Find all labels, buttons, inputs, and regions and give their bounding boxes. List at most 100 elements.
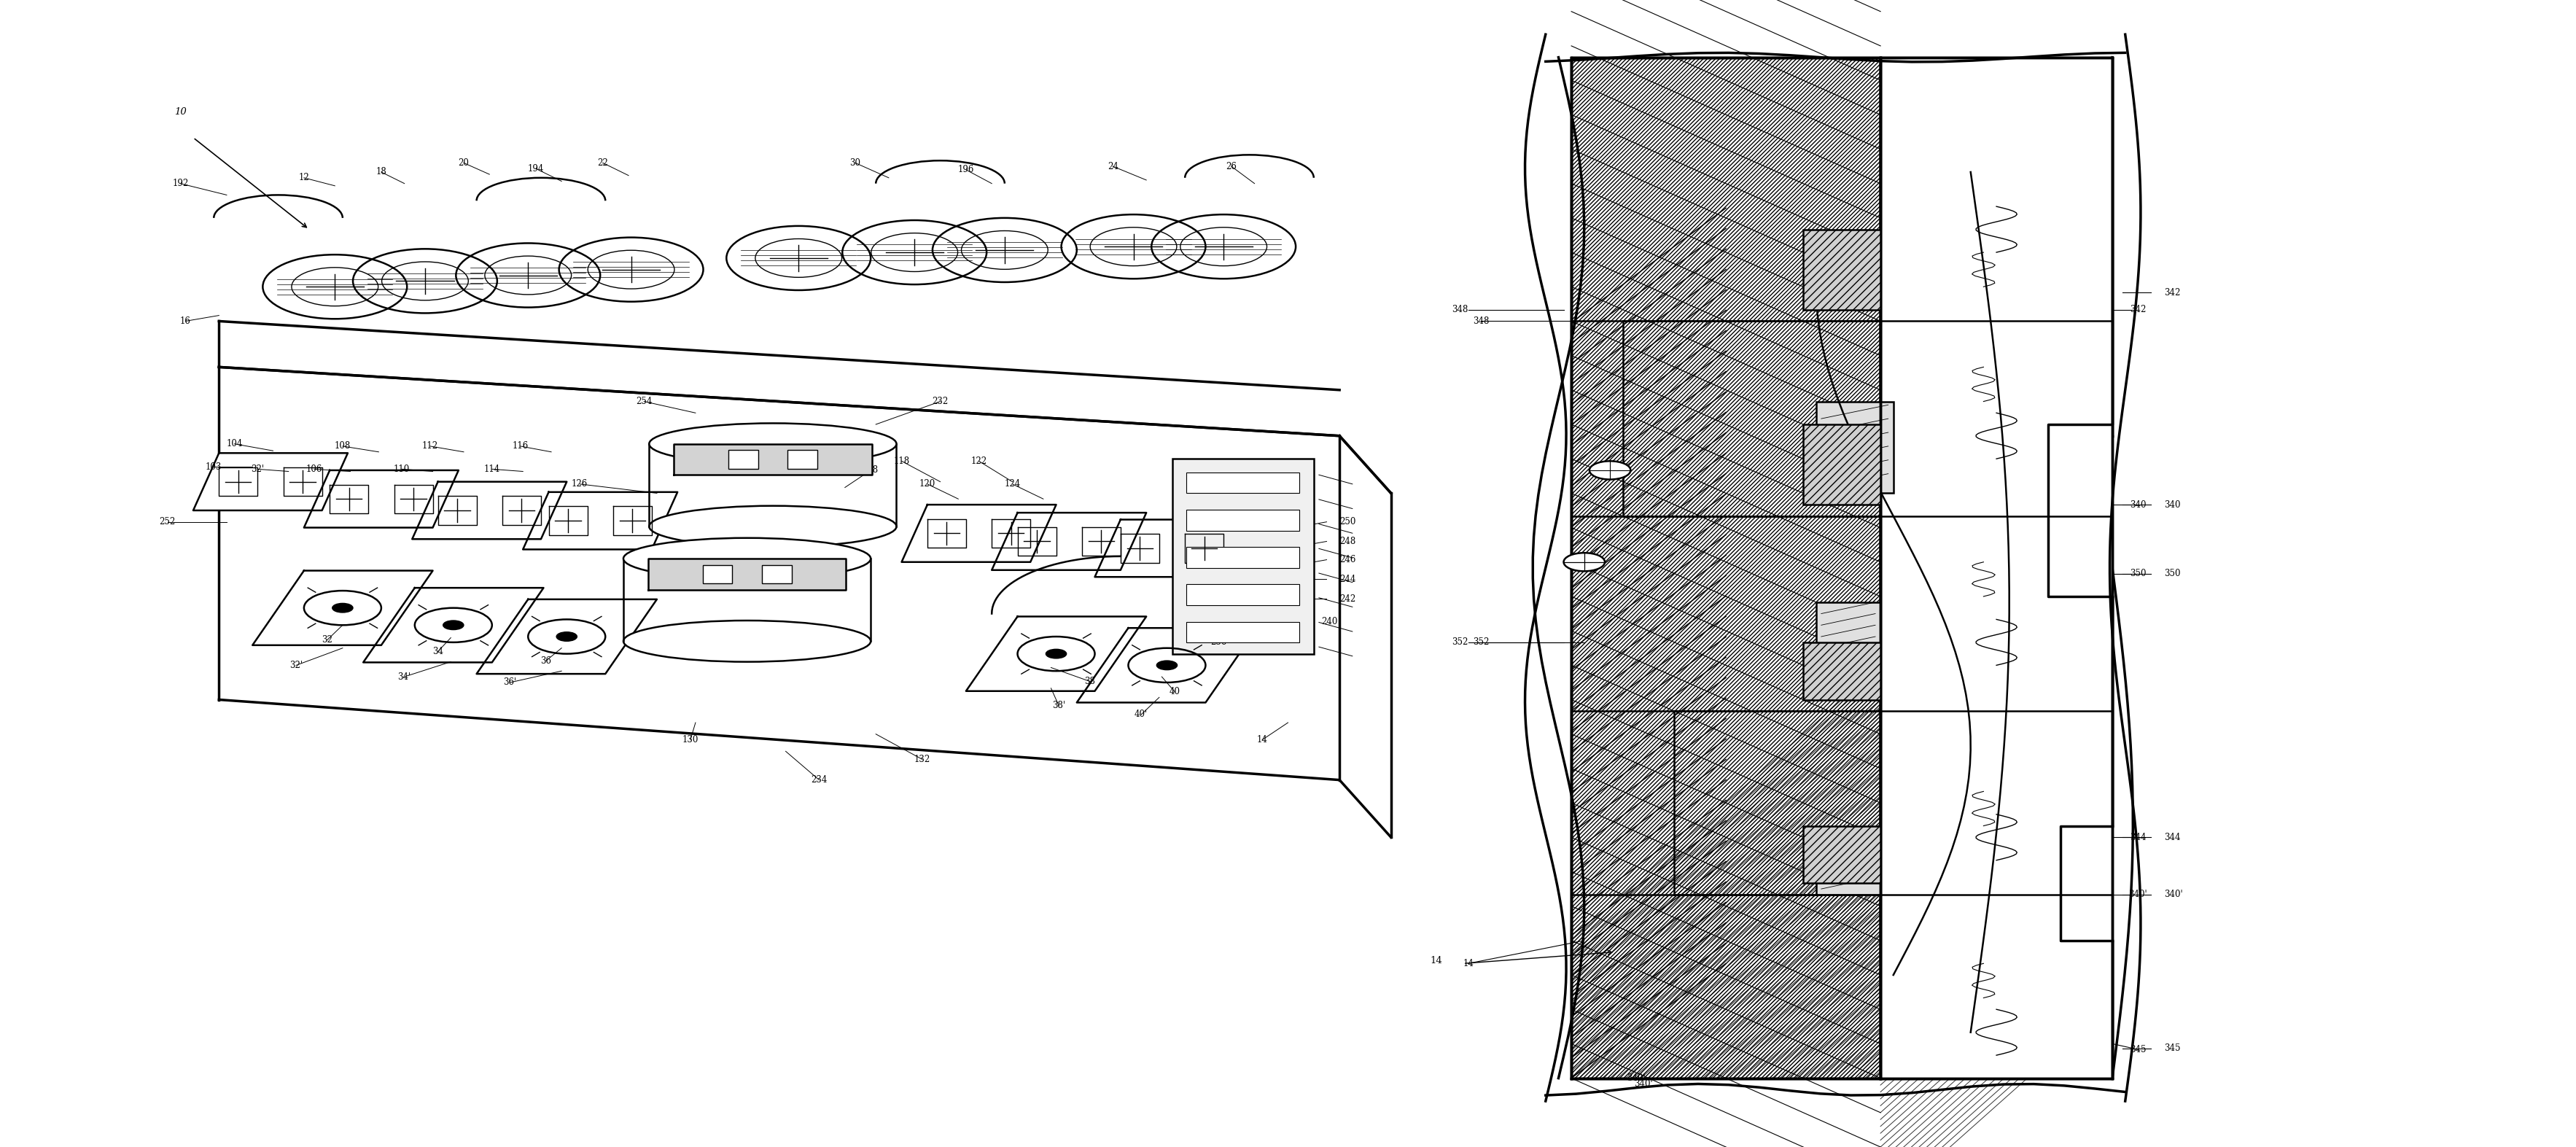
- Text: 20: 20: [459, 158, 469, 167]
- Text: 345: 345: [2130, 1045, 2146, 1054]
- Text: 34: 34: [433, 647, 443, 656]
- Text: 234: 234: [811, 775, 827, 785]
- Text: 120: 120: [920, 479, 935, 489]
- Bar: [1803, 642, 1880, 700]
- Polygon shape: [623, 548, 871, 641]
- Text: 248: 248: [1340, 537, 1355, 546]
- Text: 36: 36: [541, 656, 551, 665]
- Circle shape: [332, 603, 353, 612]
- Polygon shape: [966, 617, 1146, 690]
- Bar: [1185, 622, 1301, 642]
- Text: 352: 352: [1473, 638, 1489, 647]
- Text: 196: 196: [958, 165, 974, 174]
- Text: 40': 40': [1133, 710, 1149, 719]
- Text: 254: 254: [636, 397, 652, 406]
- Text: 32': 32': [289, 661, 304, 670]
- Text: 104: 104: [227, 439, 242, 448]
- Text: 12: 12: [299, 173, 309, 182]
- Polygon shape: [523, 492, 677, 549]
- Ellipse shape: [649, 423, 896, 465]
- Text: 103: 103: [206, 462, 222, 471]
- Bar: [762, 564, 791, 584]
- Polygon shape: [675, 444, 871, 475]
- Text: 18: 18: [376, 167, 386, 177]
- Text: 348: 348: [1473, 317, 1489, 326]
- Text: 122: 122: [971, 457, 987, 466]
- Text: 350: 350: [2164, 569, 2179, 578]
- Text: 344: 344: [2164, 833, 2179, 842]
- Text: 348: 348: [1453, 305, 1468, 314]
- Text: 112: 112: [422, 442, 438, 451]
- Text: 116: 116: [513, 442, 528, 451]
- Text: 114: 114: [484, 465, 500, 474]
- Bar: [1803, 229, 1880, 310]
- Text: 38': 38': [1051, 701, 1066, 710]
- Text: 252: 252: [160, 517, 175, 526]
- Text: 30: 30: [850, 158, 860, 167]
- Text: 108: 108: [335, 442, 350, 451]
- Text: 340: 340: [2130, 500, 2146, 509]
- Text: 128: 128: [863, 466, 878, 475]
- Text: 118: 118: [894, 457, 909, 466]
- Text: 110: 110: [394, 465, 410, 474]
- Text: 242: 242: [1340, 594, 1355, 603]
- Polygon shape: [477, 599, 657, 674]
- Text: 38: 38: [1084, 677, 1095, 686]
- Circle shape: [1157, 661, 1177, 670]
- Circle shape: [443, 621, 464, 630]
- Text: 256: 256: [1211, 638, 1226, 647]
- Text: 340': 340': [2164, 890, 2182, 899]
- Text: 350: 350: [2130, 569, 2146, 578]
- Polygon shape: [649, 559, 845, 590]
- Text: 40: 40: [1170, 687, 1180, 696]
- Text: 345: 345: [2164, 1044, 2179, 1053]
- Text: 14: 14: [1257, 735, 1267, 744]
- Text: 36': 36': [502, 678, 518, 687]
- Text: 340': 340': [2128, 890, 2148, 899]
- Text: 244: 244: [1340, 575, 1355, 584]
- Text: 340': 340': [1625, 1074, 1646, 1083]
- Bar: [788, 450, 817, 469]
- Text: 32': 32': [250, 465, 265, 474]
- Polygon shape: [649, 434, 896, 526]
- Ellipse shape: [649, 506, 896, 547]
- Text: 192: 192: [173, 179, 188, 188]
- Bar: [1185, 584, 1301, 606]
- Bar: [1816, 843, 1880, 895]
- Text: 246: 246: [1340, 555, 1355, 564]
- Circle shape: [1564, 553, 1605, 571]
- Polygon shape: [992, 513, 1146, 570]
- Bar: [1185, 547, 1301, 568]
- Bar: [1185, 509, 1301, 530]
- Text: 342: 342: [2130, 305, 2146, 314]
- Polygon shape: [252, 571, 433, 645]
- Bar: [1803, 826, 1880, 883]
- Text: 22: 22: [598, 158, 608, 167]
- Bar: [703, 564, 732, 584]
- Bar: [1803, 424, 1880, 505]
- Bar: [1880, 57, 2112, 1078]
- Bar: [1172, 459, 1314, 654]
- Bar: [1816, 602, 1880, 654]
- Text: 250: 250: [1340, 517, 1355, 526]
- Circle shape: [556, 632, 577, 641]
- Ellipse shape: [623, 538, 871, 579]
- Circle shape: [1589, 461, 1631, 479]
- Polygon shape: [1077, 629, 1257, 702]
- Text: 132: 132: [914, 755, 930, 764]
- Polygon shape: [304, 470, 459, 528]
- Text: 342: 342: [2164, 288, 2179, 297]
- Text: 194: 194: [528, 164, 544, 173]
- Text: 14: 14: [1430, 957, 1443, 966]
- Text: 340: 340: [2164, 500, 2179, 509]
- Bar: [1571, 57, 1880, 1078]
- Bar: [1816, 401, 1893, 493]
- Ellipse shape: [623, 621, 871, 662]
- Text: 10: 10: [175, 108, 185, 117]
- Text: 240: 240: [1321, 617, 1337, 626]
- Text: 34': 34': [397, 672, 412, 681]
- Polygon shape: [412, 482, 567, 539]
- Text: 124: 124: [1005, 479, 1020, 489]
- Bar: [729, 450, 757, 469]
- Text: 26: 26: [1226, 162, 1236, 171]
